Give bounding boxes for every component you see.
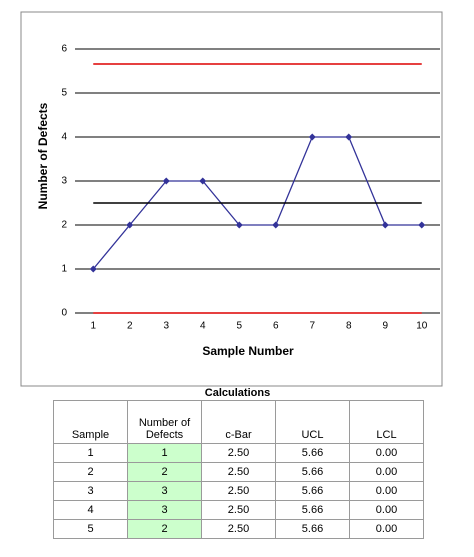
y-tick-label: 6 <box>61 44 67 55</box>
y-tick-label: 4 <box>61 132 67 143</box>
table-row: 4 3 2.50 5.66 0.00 <box>53 500 424 520</box>
table-body: 1 1 2.50 5.66 0.00 2 2 2.50 5.66 0.00 3 3 2.50 5.66 0.… <box>53 443 424 539</box>
x-tick-label: 8 <box>346 321 352 332</box>
point-marker <box>308 133 316 141</box>
y-axis-label: Number of Defects <box>36 102 50 209</box>
column-header: Sample <box>53 400 128 444</box>
y-tick-label: 5 <box>61 88 67 99</box>
table-cell: 0.00 <box>349 500 424 520</box>
table-cell: 5 <box>53 519 128 539</box>
point-marker <box>89 265 97 273</box>
header-row: Sample Number of Defects c-Bar UCL LCL <box>53 400 424 444</box>
table-cell: 5.66 <box>275 519 350 539</box>
table-row: 2 2 2.50 5.66 0.00 <box>53 462 424 482</box>
y-tick-label: 0 <box>61 308 67 319</box>
column-header: c-Bar <box>201 400 276 444</box>
table-cell: 5.66 <box>275 500 350 520</box>
table-cell: 2.50 <box>201 443 276 463</box>
y-tick-label: 2 <box>61 220 67 231</box>
table-cell: 5.66 <box>275 443 350 463</box>
table-cell: 2 <box>127 519 202 539</box>
table-row: 3 3 2.50 5.66 0.00 <box>53 481 424 501</box>
x-tick-label: 10 <box>416 321 428 332</box>
table-cell: 0.00 <box>349 519 424 539</box>
table-cell: 5.66 <box>275 481 350 501</box>
table-cell: 2.50 <box>201 519 276 539</box>
table-title: Calculations <box>204 387 271 399</box>
column-header: LCL <box>349 400 424 444</box>
point-marker <box>418 221 426 229</box>
point-marker <box>381 221 389 229</box>
y-tick-label: 3 <box>61 176 67 187</box>
point-marker <box>126 221 134 229</box>
table-cell: 0.00 <box>349 462 424 482</box>
x-axis-label: Sample Number <box>202 344 294 358</box>
y-tick-label: 1 <box>61 264 67 275</box>
table-cell: 1 <box>53 443 128 463</box>
x-tick-label: 3 <box>163 321 169 332</box>
table-cell: 0.00 <box>349 481 424 501</box>
table-cell: 2.50 <box>201 500 276 520</box>
point-marker <box>199 177 207 185</box>
table-cell: 2.50 <box>201 462 276 482</box>
point-marker <box>345 133 353 141</box>
column-header: Number of Defects <box>127 400 202 444</box>
table-cell: 3 <box>127 500 202 520</box>
table-cell: 3 <box>53 481 128 501</box>
column-header: UCL <box>275 400 350 444</box>
table-cell: 5.66 <box>275 462 350 482</box>
point-marker <box>272 221 280 229</box>
x-tick-label: 1 <box>90 321 96 332</box>
x-tick-label: 4 <box>200 321 206 332</box>
chart-frame <box>20 11 443 387</box>
x-tick-label: 6 <box>273 321 279 332</box>
x-tick-label: 5 <box>236 321 242 332</box>
table-cell: 4 <box>53 500 128 520</box>
x-tick-label: 9 <box>382 321 388 332</box>
table-cell: 2.50 <box>201 481 276 501</box>
table-cell: 2 <box>127 462 202 482</box>
table-cell: 2 <box>53 462 128 482</box>
table-cell: 0.00 <box>349 443 424 463</box>
table-row: 5 2 2.50 5.66 0.00 <box>53 519 424 539</box>
x-tick-label: 2 <box>127 321 133 332</box>
calc-table: Sample Number of Defects c-Bar UCL LCL 1 1 2.5… <box>53 400 424 539</box>
table-row: 1 1 2.50 5.66 0.00 <box>53 443 424 463</box>
point-marker <box>162 177 170 185</box>
x-tick-label: 7 <box>309 321 315 332</box>
table-cell: 1 <box>127 443 202 463</box>
point-marker <box>235 221 243 229</box>
table-cell: 3 <box>127 481 202 501</box>
